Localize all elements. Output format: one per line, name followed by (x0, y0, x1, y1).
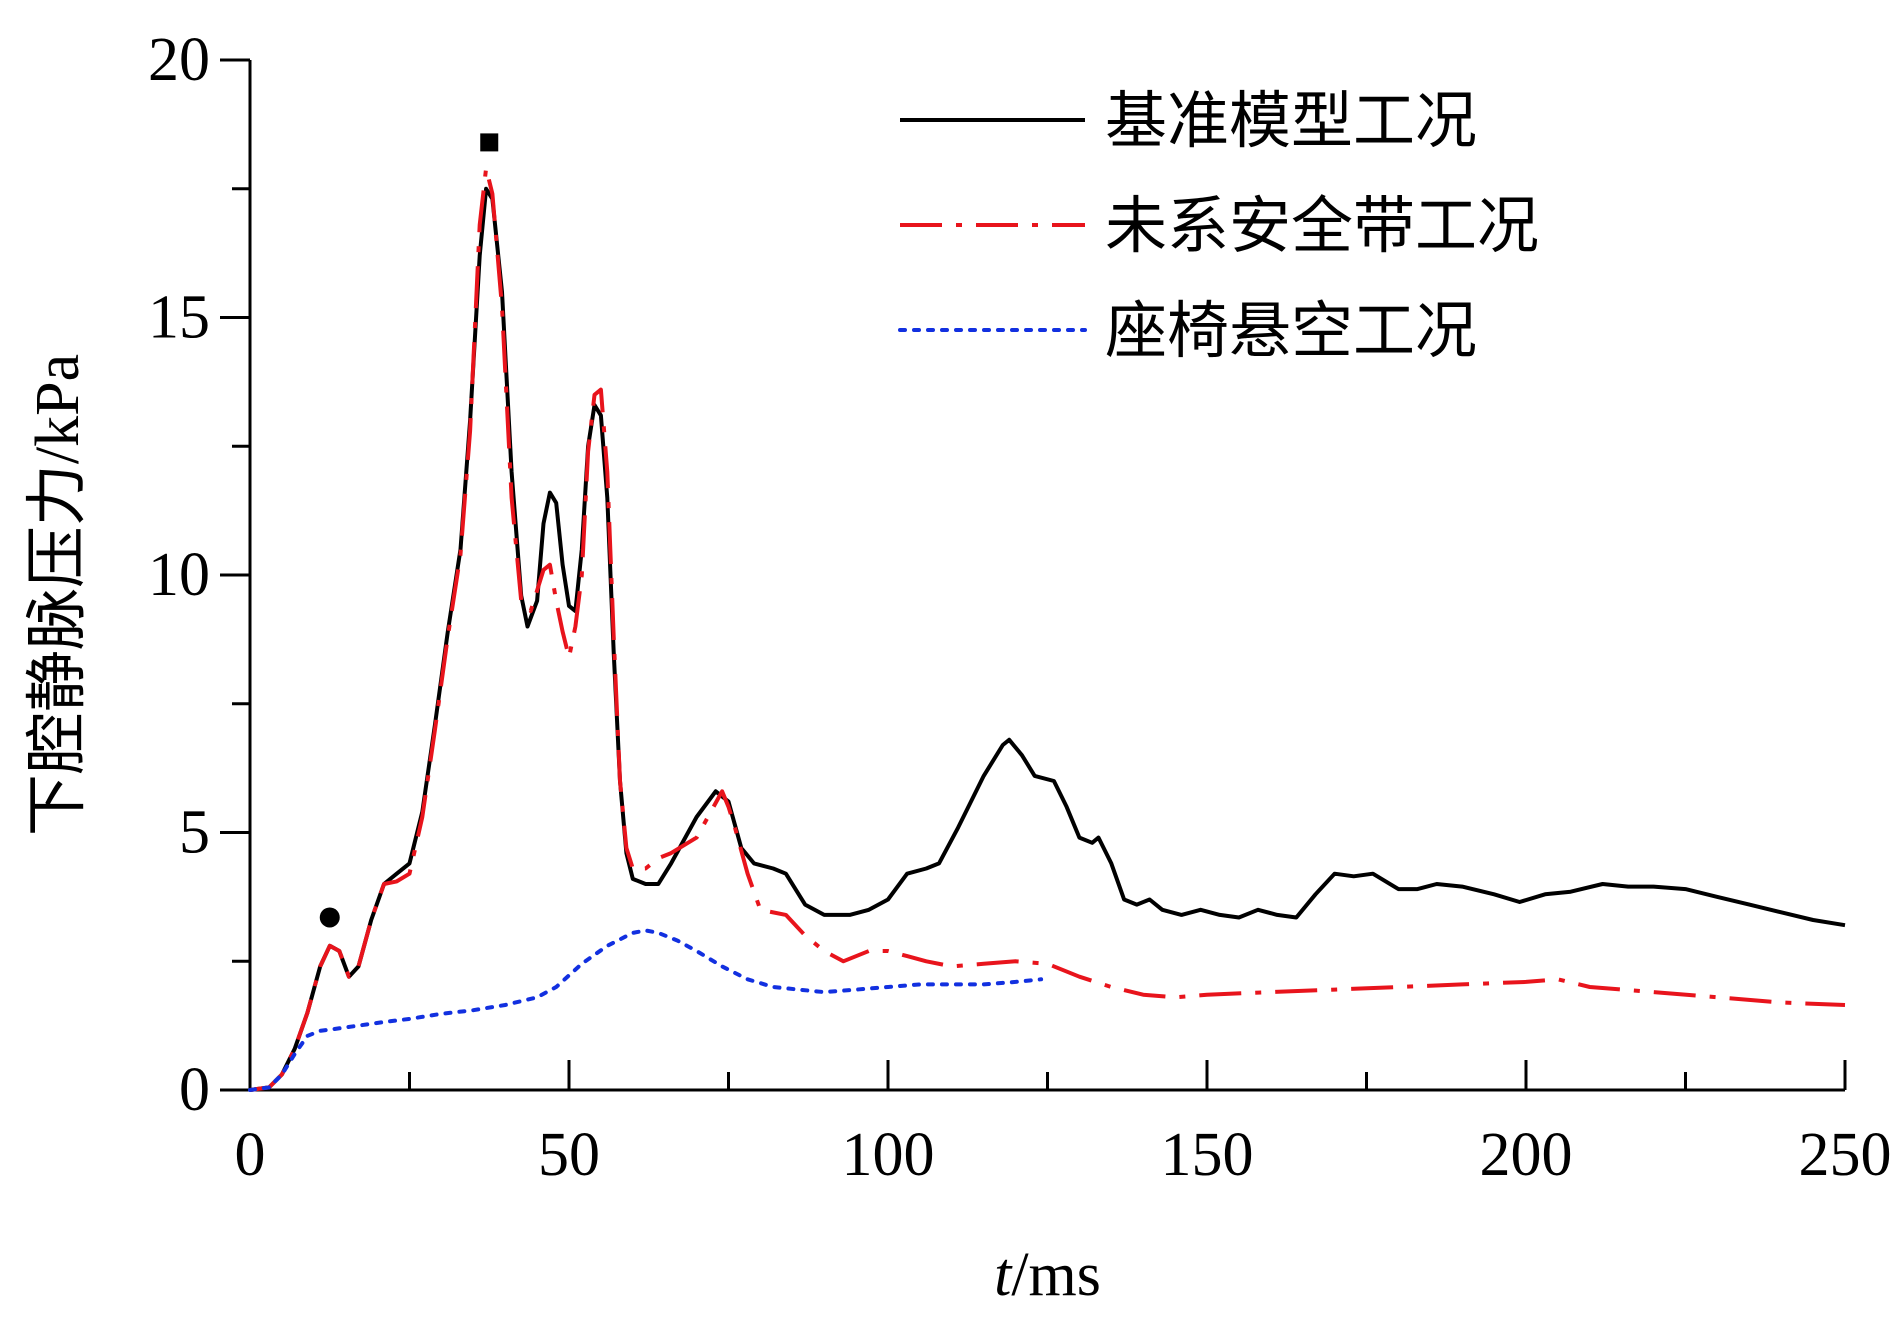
x-axis-title: t/ms (994, 1241, 1101, 1309)
x-axis-title-unit: /ms (1011, 1241, 1101, 1309)
y-tick-label: 5 (179, 799, 210, 867)
series-line-no-seatbelt (249, 166, 1846, 1092)
x-tick-label: 250 (1799, 1121, 1892, 1189)
peak-marker-circle (319, 907, 340, 928)
y-tick-label: 0 (179, 1056, 210, 1124)
x-tick-label: 100 (842, 1121, 935, 1189)
series-line-seat-suspended (248, 928, 1044, 1092)
peak-marker-square (480, 133, 499, 152)
series-line-baseline (249, 186, 1846, 1092)
x-tick-label: 200 (1480, 1121, 1573, 1189)
y-tick-label: 20 (148, 26, 210, 94)
legend-label-no-seatbelt: 未系安全带工况 (1105, 193, 1539, 261)
y-tick-label: 15 (148, 284, 210, 352)
x-tick-label: 150 (1161, 1121, 1254, 1189)
x-tick-label: 0 (235, 1121, 266, 1189)
plot-marks (248, 133, 1846, 1092)
y-tick-label: 10 (148, 541, 210, 609)
x-tick-label: 50 (538, 1121, 600, 1189)
legend-label-seat-suspended: 座椅悬空工况 (1105, 298, 1477, 366)
x-axis-title-var: t (994, 1241, 1013, 1309)
y-axis-title: 下腔静脉压力/kPa (24, 354, 92, 836)
legend-label-baseline: 基准模型工况 (1105, 88, 1477, 156)
